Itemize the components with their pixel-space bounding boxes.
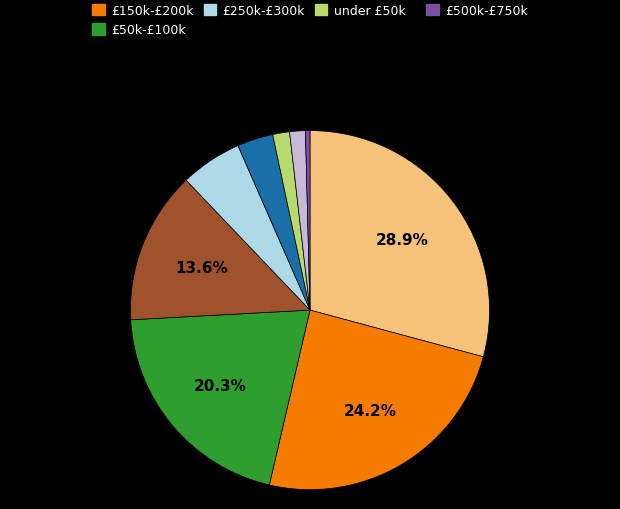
Wedge shape — [130, 181, 310, 320]
Text: 24.2%: 24.2% — [343, 403, 396, 418]
Wedge shape — [290, 131, 310, 310]
Legend: £100k-£150k, £150k-£200k, £50k-£100k, £200k-£250k, £250k-£300k, £300k-£400k, und: £100k-£150k, £150k-£200k, £50k-£100k, £2… — [87, 0, 533, 42]
Wedge shape — [306, 131, 310, 310]
Text: 20.3%: 20.3% — [194, 378, 247, 393]
Text: 28.9%: 28.9% — [376, 232, 429, 247]
Wedge shape — [131, 310, 310, 485]
Wedge shape — [310, 131, 490, 357]
Wedge shape — [269, 310, 484, 490]
Wedge shape — [238, 135, 310, 310]
Wedge shape — [273, 132, 310, 310]
Text: 13.6%: 13.6% — [175, 260, 228, 275]
Wedge shape — [186, 147, 310, 310]
